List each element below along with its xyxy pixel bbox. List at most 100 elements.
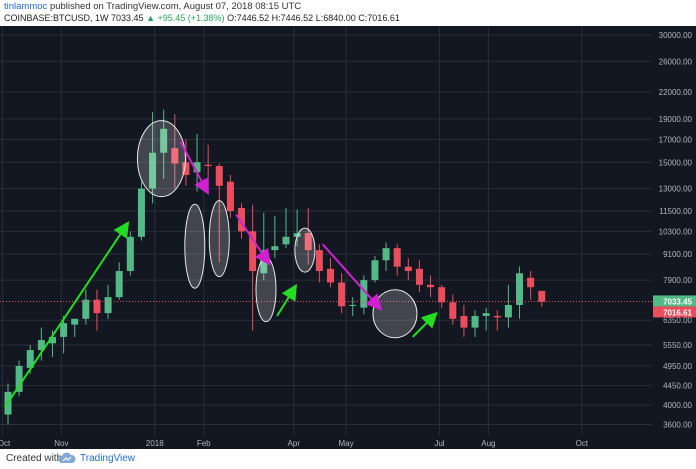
price-tick-label: 22000.00 [659, 88, 693, 97]
price-change: ▲ +95.45 (+1.38%) [146, 13, 225, 23]
publish-line: tinlammoc published on TradingView.com, … [4, 1, 301, 12]
candle-body [371, 260, 379, 281]
candle-body [60, 323, 68, 337]
candle-body [516, 273, 524, 305]
last-price-tag-label: 7033.45 [663, 297, 692, 306]
time-tick-label: Jul [434, 439, 444, 448]
candle-body [215, 166, 223, 186]
close-label: C: [358, 13, 368, 23]
last-price-tag [653, 295, 696, 307]
candle-body [460, 315, 468, 328]
candle-body [538, 290, 546, 302]
candle-body [149, 152, 157, 189]
price-tick-label: 11500.00 [659, 207, 692, 216]
symbol-line: COINBASE:BTCUSD, 1W 7033.45 ▲ +95.45 (+1… [4, 13, 400, 23]
open-label: O: [227, 13, 237, 23]
candle-body [315, 250, 323, 272]
trend-arrow-down [235, 213, 271, 266]
trend-arrow-up [412, 311, 438, 338]
candle-body [349, 304, 357, 306]
candle-body [115, 271, 123, 298]
price-tick-label: 10300.00 [659, 227, 693, 236]
low-label: L: [315, 13, 324, 23]
candle-body [193, 162, 201, 173]
time-tick-label: 2018 [146, 439, 164, 448]
candle-body [271, 246, 279, 251]
price-tick-label: 26000.00 [659, 57, 693, 66]
price-tick-label: 9100.00 [663, 250, 692, 259]
time-tick-label: Apr [288, 439, 301, 448]
low-value: 6840.00 [323, 13, 356, 23]
published-text: published on TradingView.com, August 07,… [49, 1, 302, 12]
time-tick-label: Feb [197, 439, 211, 448]
trend-arrow-down [179, 141, 209, 195]
trend-arrow-up [3, 221, 130, 409]
price-tick-label: 3600.00 [663, 420, 692, 429]
high-label: H: [271, 13, 281, 23]
candle-body [504, 304, 512, 318]
candle-body [326, 268, 334, 283]
author-link[interactable]: tinlammoc [4, 1, 48, 12]
candle-body [304, 233, 312, 251]
candle-body [338, 282, 346, 307]
plot-area [0, 26, 652, 435]
close-value: 7016.61 [367, 13, 400, 23]
tradingview-cloud-icon [58, 452, 76, 463]
time-tick-label: Nov [54, 439, 68, 448]
created-with-text: Created with [6, 453, 63, 464]
time-axis [0, 435, 652, 449]
open-value: 7446.52 [236, 13, 270, 23]
candle-body [226, 181, 234, 212]
price-tick-label: 4000.00 [663, 401, 692, 410]
symbol-label: COINBASE:BTCUSD, 1W [4, 13, 109, 23]
price-tick-label: 6350.00 [663, 316, 692, 325]
candle-body [126, 236, 134, 272]
trend-arrow-down [321, 243, 383, 311]
tradingview-brand[interactable]: TradingView [80, 453, 136, 464]
candle-body [26, 350, 34, 368]
candlestick-chart[interactable]: 3600.00 4000.00 4450.00 4950.00 5550.00 6350.… [0, 26, 696, 449]
candle-body [449, 302, 457, 319]
candle-body [415, 268, 423, 285]
highlight-ellipse [294, 227, 316, 273]
candle-body [137, 188, 145, 237]
price-axis [652, 26, 696, 449]
candle-body [182, 162, 190, 175]
candle-body [427, 284, 435, 288]
candle-body [482, 313, 490, 316]
highlight-ellipse [208, 200, 230, 278]
highlight-ellipse [255, 257, 277, 323]
candle-body [48, 336, 56, 344]
price-tick-label: 7900.00 [663, 276, 692, 285]
candle-body [171, 148, 179, 164]
candle-body [282, 236, 290, 245]
price-tick-label: 19000.00 [659, 115, 693, 124]
highlight-ellipse [184, 203, 206, 289]
close-price-tag [653, 306, 696, 318]
price-tick-label: 13000.00 [659, 185, 693, 194]
trend-arrow-up [276, 283, 298, 317]
highlight-ellipse [372, 289, 418, 339]
price-tick-label: 17000.00 [659, 135, 693, 144]
candle-body [493, 315, 501, 318]
candle-body [249, 231, 257, 272]
candle-body [204, 164, 212, 167]
candle-body [382, 248, 390, 261]
time-tick-label: Oct [576, 439, 589, 448]
candle-body [238, 207, 246, 232]
time-tick-label: Oct [0, 439, 11, 448]
high-value: 7446.52 [280, 13, 314, 23]
candle-body [527, 277, 535, 288]
price-tick-label: 5550.00 [663, 341, 692, 350]
price-tick-label: 4950.00 [663, 362, 692, 371]
candle-body [471, 315, 479, 328]
candle-body [404, 266, 412, 272]
header: tinlammoc published on TradingView.com, … [0, 0, 696, 26]
highlight-ellipse [136, 120, 186, 198]
close-price-tag-label: 7016.61 [663, 308, 692, 317]
candle-body [360, 280, 368, 308]
candle-body [160, 128, 168, 153]
time-tick-label: Aug [481, 439, 495, 448]
candle-body [82, 299, 90, 319]
